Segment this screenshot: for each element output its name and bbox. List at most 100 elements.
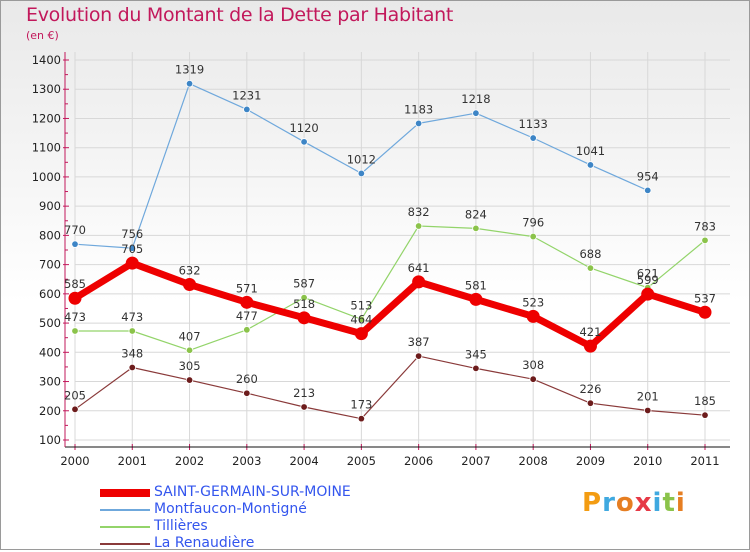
series-line	[74, 225, 706, 351]
logo-letter: r	[602, 488, 616, 518]
data-label: 213	[293, 386, 315, 400]
data-point	[586, 264, 595, 272]
data-point	[185, 79, 194, 88]
legend-item-montfaucon: Montfaucon-Montigné	[100, 501, 351, 518]
data-point	[68, 291, 82, 305]
y-tick-label: 1000	[32, 170, 61, 184]
data-label: 473	[64, 310, 86, 324]
x-tick-label: 2011	[690, 454, 719, 468]
data-label: 473	[121, 310, 143, 324]
data-label: 599	[637, 273, 659, 287]
data-label: 1120	[289, 121, 318, 135]
y-tick-label: 200	[39, 404, 61, 418]
data-label: 518	[293, 297, 315, 311]
data-label: 1231	[232, 88, 261, 102]
data-point	[469, 292, 483, 306]
legend-label: La Renaudière	[154, 535, 255, 551]
legend-label: Montfaucon-Montigné	[154, 501, 307, 517]
data-point	[354, 327, 368, 341]
data-label: 477	[236, 309, 258, 323]
data-point	[71, 240, 79, 248]
x-tick-label: 2005	[347, 454, 376, 468]
data-label: 1183	[404, 102, 433, 116]
data-point	[243, 326, 251, 334]
data-label: 464	[350, 313, 372, 327]
data-point	[243, 389, 251, 397]
data-point	[71, 327, 79, 335]
data-point	[472, 109, 480, 117]
legend-swatch	[100, 542, 150, 545]
y-tick-label: 700	[39, 258, 61, 272]
data-label: 260	[236, 372, 258, 386]
data-label: 756	[121, 227, 143, 241]
legend-label: SAINT-GERMAIN-SUR-MOINE	[154, 484, 351, 500]
logo-letter: t	[662, 488, 676, 518]
proxiti-logo: Proxiti	[582, 488, 686, 518]
data-label: 345	[465, 347, 487, 361]
legend-item-saint-germain: SAINT-GERMAIN-SUR-MOINE	[100, 484, 351, 501]
data-label: 770	[64, 223, 86, 237]
y-tick-label: 1300	[32, 82, 61, 96]
data-label: 348	[121, 347, 143, 361]
data-point	[297, 311, 311, 325]
data-point	[644, 406, 652, 415]
logo-letter: i	[652, 488, 663, 518]
y-tick-label: 800	[39, 228, 61, 242]
y-tick-label: 1400	[32, 53, 61, 67]
data-point	[414, 352, 423, 360]
data-point	[128, 363, 136, 372]
data-point	[414, 222, 423, 230]
data-point	[240, 295, 254, 309]
x-tick-label: 2002	[175, 454, 204, 468]
data-label: 1218	[461, 92, 490, 106]
x-tick-label: 2009	[576, 454, 605, 468]
data-point	[472, 364, 480, 373]
data-point	[526, 309, 540, 323]
data-label: 305	[179, 359, 201, 373]
data-point	[412, 275, 426, 289]
data-label: 185	[694, 394, 716, 408]
data-label: 205	[64, 388, 86, 402]
data-point	[472, 224, 480, 233]
data-point	[185, 346, 194, 354]
logo-letter: P	[582, 488, 603, 518]
data-label: 585	[64, 277, 86, 291]
data-label: 783	[694, 219, 716, 233]
chart-subtitle: (en €)	[26, 29, 59, 42]
data-label: 571	[236, 281, 258, 295]
x-tick-label: 2008	[519, 454, 548, 468]
y-tick-label: 1100	[32, 141, 61, 155]
data-point	[586, 399, 595, 407]
y-tick-label: 300	[39, 375, 61, 389]
data-point	[641, 287, 655, 301]
data-point	[300, 138, 308, 146]
legend-swatch	[100, 525, 150, 528]
data-point	[183, 277, 197, 291]
data-point	[71, 405, 79, 414]
data-label: 824	[465, 207, 487, 221]
data-label: 523	[522, 295, 544, 309]
data-label: 832	[408, 205, 430, 219]
data-point	[529, 375, 537, 383]
x-tick-label: 2007	[461, 454, 490, 468]
data-label: 201	[637, 389, 659, 403]
data-label: 1133	[519, 117, 548, 131]
data-point	[701, 236, 709, 245]
legend-swatch	[100, 488, 150, 497]
x-tick-label: 2010	[633, 454, 662, 468]
y-tick-label: 600	[39, 287, 61, 301]
logo-letter: o	[615, 488, 635, 518]
data-point	[128, 244, 136, 252]
data-label: 537	[694, 291, 716, 305]
data-point	[357, 315, 366, 323]
data-label: 173	[350, 398, 372, 412]
data-label: 387	[408, 335, 430, 349]
series-line	[74, 355, 706, 420]
data-point	[644, 186, 652, 195]
chart-title: Evolution du Montant de la Dette par Hab…	[26, 4, 454, 26]
legend-swatch	[100, 508, 150, 511]
data-label: 705	[121, 242, 143, 256]
y-tick-label: 400	[39, 345, 61, 359]
